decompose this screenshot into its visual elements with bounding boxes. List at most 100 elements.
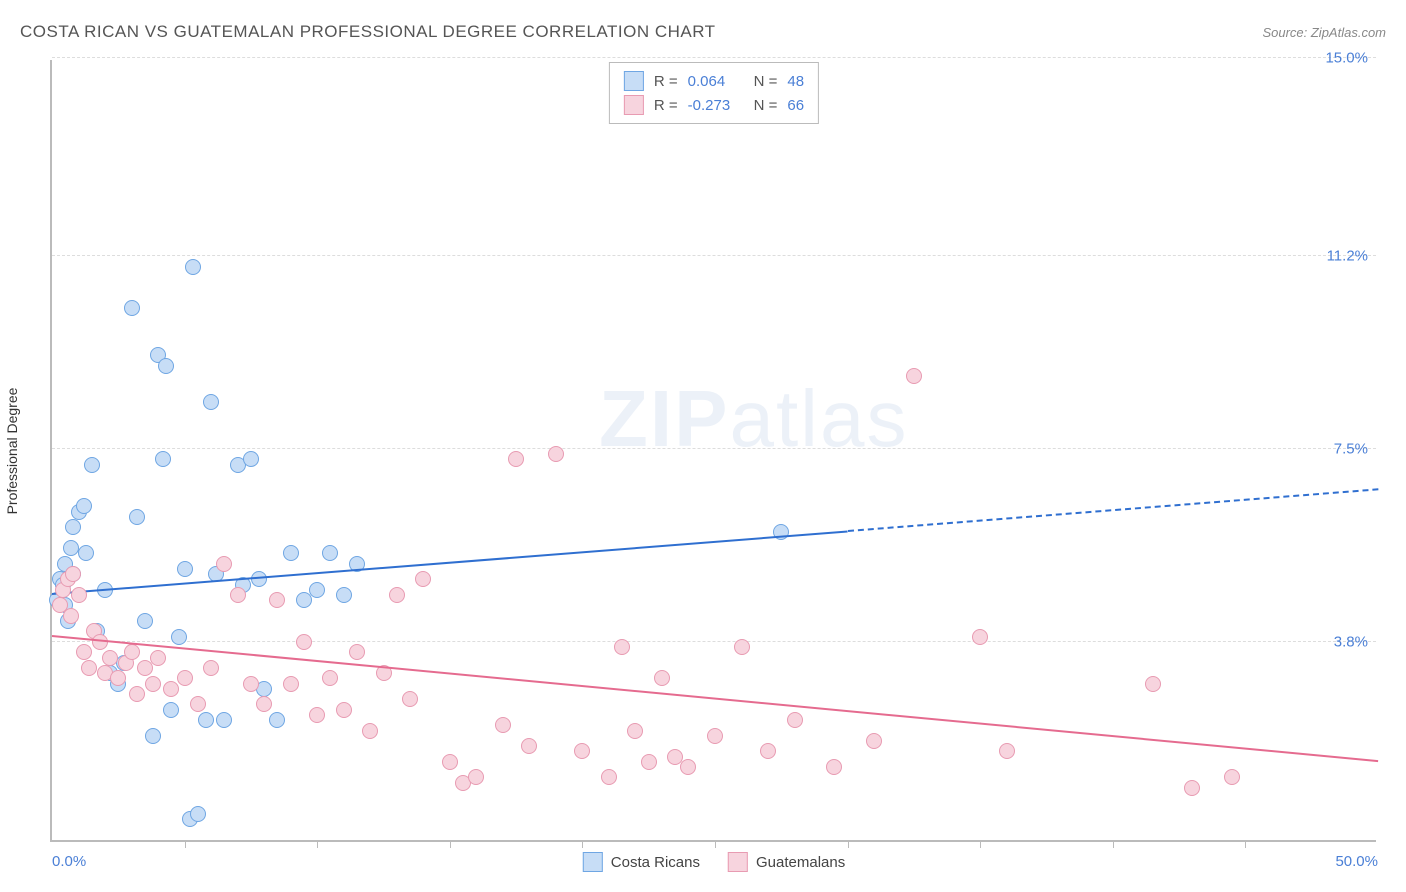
y-tick-label: 3.8%	[1334, 633, 1368, 650]
scatter-point	[826, 759, 842, 775]
scatter-point	[198, 712, 214, 728]
scatter-point	[1184, 780, 1200, 796]
scatter-point	[283, 545, 299, 561]
x-tick	[317, 840, 318, 848]
x-tick	[1113, 840, 1114, 848]
scatter-point	[654, 670, 670, 686]
legend-swatch	[624, 71, 644, 91]
scatter-point	[442, 754, 458, 770]
n-label: N =	[754, 97, 778, 114]
scatter-plot: ZIPatlas 3.8%7.5%11.2%15.0%0.0%50.0%R =0…	[50, 60, 1376, 842]
n-value: 66	[787, 97, 804, 114]
scatter-point	[124, 644, 140, 660]
scatter-point	[65, 566, 81, 582]
grid-line	[52, 641, 1376, 642]
scatter-point	[129, 686, 145, 702]
scatter-point	[269, 712, 285, 728]
source-label: Source: ZipAtlas.com	[1262, 25, 1386, 40]
scatter-point	[243, 676, 259, 692]
legend-swatch	[624, 95, 644, 115]
scatter-point	[137, 660, 153, 676]
scatter-point	[906, 368, 922, 384]
x-tick	[715, 840, 716, 848]
series-legend-label: Guatemalans	[756, 854, 845, 871]
scatter-point	[63, 608, 79, 624]
x-tick	[980, 840, 981, 848]
r-value: 0.064	[688, 73, 744, 90]
y-tick-label: 7.5%	[1334, 441, 1368, 458]
series-legend: Costa Ricans Guatemalans	[583, 852, 845, 872]
x-tick	[185, 840, 186, 848]
scatter-point	[614, 639, 630, 655]
x-tick	[848, 840, 849, 848]
scatter-point	[734, 639, 750, 655]
scatter-point	[190, 806, 206, 822]
scatter-point	[641, 754, 657, 770]
scatter-point	[866, 733, 882, 749]
scatter-point	[574, 743, 590, 759]
scatter-point	[63, 540, 79, 556]
scatter-point	[102, 650, 118, 666]
scatter-point	[627, 723, 643, 739]
scatter-point	[124, 300, 140, 316]
scatter-point	[251, 571, 267, 587]
scatter-point	[349, 644, 365, 660]
y-tick-label: 15.0%	[1325, 50, 1368, 67]
scatter-point	[389, 587, 405, 603]
scatter-point	[177, 561, 193, 577]
chart-title: COSTA RICAN VS GUATEMALAN PROFESSIONAL D…	[20, 22, 716, 42]
grid-line	[52, 255, 1376, 256]
scatter-point	[495, 717, 511, 733]
r-value: -0.273	[688, 97, 744, 114]
scatter-point	[707, 728, 723, 744]
watermark: ZIPatlas	[599, 373, 908, 465]
scatter-point	[296, 592, 312, 608]
scatter-point	[190, 696, 206, 712]
chart-area: Professional Degree ZIPatlas 3.8%7.5%11.…	[50, 60, 1376, 842]
x-tick	[582, 840, 583, 848]
scatter-point	[145, 676, 161, 692]
scatter-point	[362, 723, 378, 739]
scatter-point	[322, 545, 338, 561]
scatter-point	[76, 644, 92, 660]
scatter-point	[243, 451, 259, 467]
scatter-point	[150, 650, 166, 666]
scatter-point	[309, 582, 325, 598]
series-legend-item: Guatemalans	[728, 852, 845, 872]
stats-legend-row: R =0.064N =48	[624, 69, 804, 93]
scatter-point	[601, 769, 617, 785]
scatter-point	[81, 660, 97, 676]
scatter-point	[110, 670, 126, 686]
scatter-point	[680, 759, 696, 775]
scatter-point	[203, 660, 219, 676]
x-axis-label: 50.0%	[1335, 853, 1378, 870]
scatter-point	[163, 681, 179, 697]
n-value: 48	[787, 73, 804, 90]
scatter-point	[999, 743, 1015, 759]
scatter-point	[203, 394, 219, 410]
scatter-point	[296, 634, 312, 650]
scatter-point	[65, 519, 81, 535]
r-label: R =	[654, 73, 678, 90]
scatter-point	[787, 712, 803, 728]
scatter-point	[216, 712, 232, 728]
trend-line	[848, 489, 1379, 533]
series-legend-label: Costa Ricans	[611, 854, 700, 871]
stats-legend: R =0.064N =48R =-0.273N =66	[609, 62, 819, 124]
scatter-point	[972, 629, 988, 645]
scatter-point	[521, 738, 537, 754]
scatter-point	[78, 545, 94, 561]
scatter-point	[158, 358, 174, 374]
scatter-point	[71, 587, 87, 603]
scatter-point	[283, 676, 299, 692]
scatter-point	[177, 670, 193, 686]
scatter-point	[230, 587, 246, 603]
legend-swatch	[728, 852, 748, 872]
scatter-point	[1145, 676, 1161, 692]
x-tick	[450, 840, 451, 848]
scatter-point	[760, 743, 776, 759]
scatter-point	[84, 457, 100, 473]
y-tick-label: 11.2%	[1327, 248, 1368, 265]
stats-legend-row: R =-0.273N =66	[624, 93, 804, 117]
scatter-point	[402, 691, 418, 707]
